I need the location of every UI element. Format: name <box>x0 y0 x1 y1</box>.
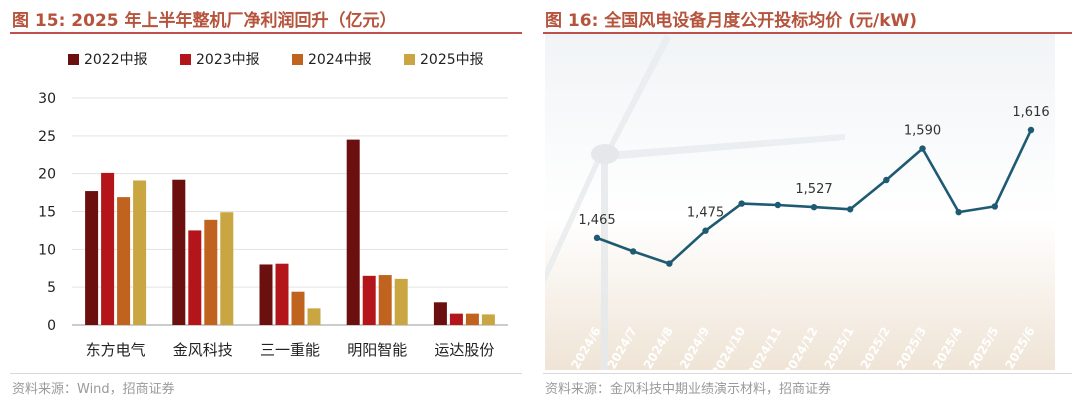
y-tick-label: 25 <box>38 129 56 145</box>
bar <box>117 197 131 325</box>
legend-swatch <box>404 54 415 65</box>
left-chart-title: 图 15: 2025 年上半年整机厂净利润回升（亿元） <box>12 11 397 31</box>
data-point <box>810 203 818 211</box>
bar-chart: 2022中报 2023中报 2024中报 2025中报 0 5 10 15 20 25 30 东方电气… <box>38 52 508 359</box>
legend-label: 2025中报 <box>420 52 484 68</box>
bar <box>465 313 479 325</box>
x-tick-label: 金风科技 <box>173 341 233 359</box>
bar <box>85 191 99 325</box>
left-source: 资料来源：Wind，招商证券 <box>12 382 175 397</box>
bar <box>172 179 186 325</box>
bar <box>101 172 115 325</box>
legend-swatch <box>292 54 303 65</box>
legend-swatch <box>180 54 191 65</box>
bar <box>449 313 463 325</box>
right-chart-title: 图 16: 全国风电设备月度公开投标均价 (元/kW) <box>545 11 918 31</box>
bar <box>481 314 495 325</box>
bar <box>291 291 305 325</box>
data-label: 1,527 <box>795 182 832 197</box>
data-point <box>1027 126 1035 134</box>
bar <box>433 302 447 325</box>
data-label: 1,590 <box>904 124 941 139</box>
bar <box>275 263 289 325</box>
right-source-rule <box>543 373 1072 374</box>
legend-item: 2022中报 <box>68 52 148 68</box>
data-point <box>883 176 890 184</box>
legend-label: 2024中报 <box>308 52 372 68</box>
bar <box>362 275 376 325</box>
legend-swatch <box>68 54 79 65</box>
bar <box>307 308 321 325</box>
legend-item: 2024中报 <box>292 52 372 68</box>
left-source-rule <box>10 373 522 374</box>
background-photo <box>545 34 1055 370</box>
data-point <box>593 234 601 242</box>
x-tick-label: 东方电气 <box>86 341 146 359</box>
data-point <box>702 227 709 234</box>
data-point <box>991 203 999 210</box>
data-point <box>774 201 782 209</box>
data-point <box>666 260 673 267</box>
right-source: 资料来源：金风科技中期业绩演示材料，招商证券 <box>545 382 832 397</box>
legend-label: 2023中报 <box>196 52 260 68</box>
data-point <box>955 208 962 216</box>
bar <box>133 180 147 325</box>
right-title-rule <box>543 32 1072 34</box>
legend-label: 2022中报 <box>84 52 148 68</box>
bar <box>378 275 392 325</box>
bar <box>259 264 273 325</box>
bar <box>394 278 408 325</box>
data-point <box>919 145 926 152</box>
data-label: 1,616 <box>1012 105 1049 120</box>
data-label: 1,475 <box>687 206 724 221</box>
bar <box>188 230 202 325</box>
bar <box>204 219 218 325</box>
left-title-rule <box>10 32 522 34</box>
data-label: 1,465 <box>578 213 615 228</box>
x-tick-label: 三一重能 <box>260 341 320 359</box>
x-tick-label: 运达股份 <box>434 341 494 359</box>
y-tick-label: 30 <box>38 91 56 107</box>
y-tick-label: 0 <box>47 318 56 334</box>
y-tick-label: 10 <box>38 242 56 258</box>
data-point <box>629 248 637 255</box>
bar <box>346 139 360 325</box>
turbine-illustration <box>545 34 845 370</box>
legend-item: 2025中报 <box>404 52 484 68</box>
bar <box>220 212 234 325</box>
y-tick-label: 20 <box>38 167 56 183</box>
y-tick-label: 15 <box>38 205 56 221</box>
legend-item: 2023中报 <box>180 52 260 68</box>
x-tick-label: 明阳智能 <box>347 341 407 359</box>
data-point <box>738 200 745 207</box>
y-tick-label: 5 <box>47 280 56 296</box>
data-point <box>846 206 854 213</box>
